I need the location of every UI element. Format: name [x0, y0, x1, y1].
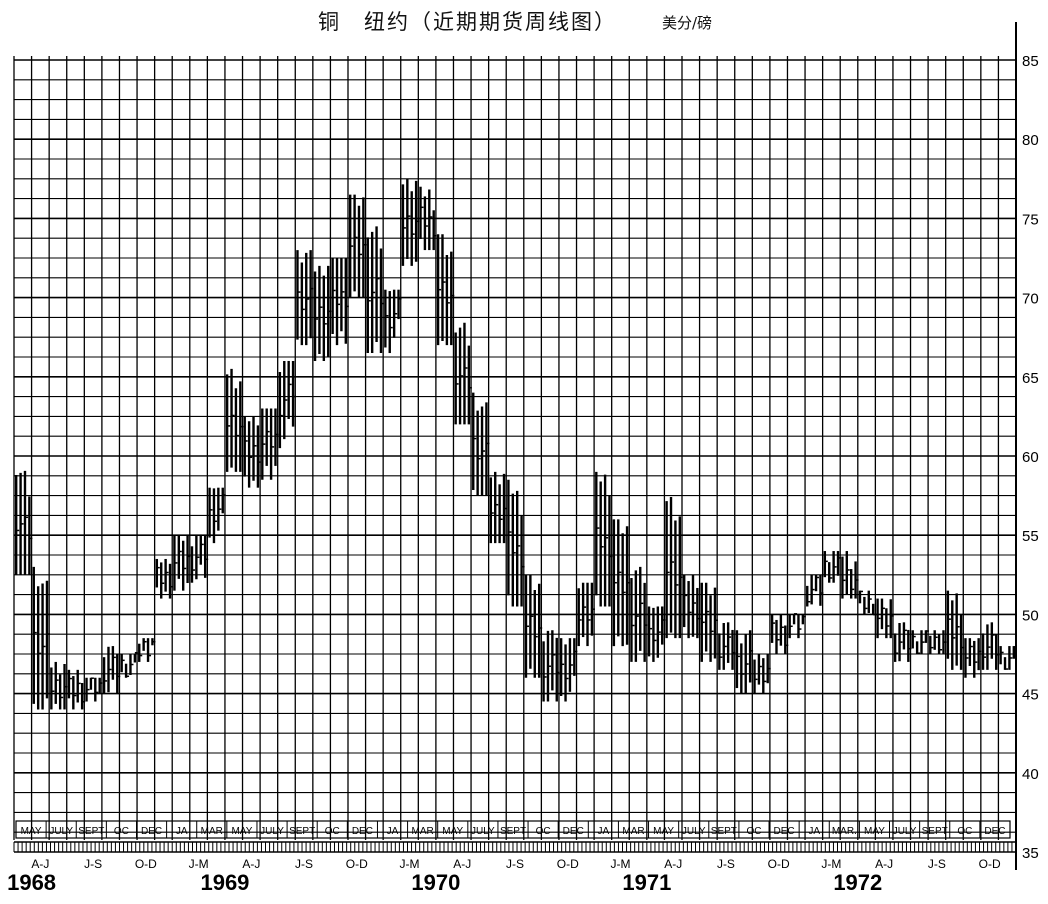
quarter-label: A-J: [875, 857, 893, 871]
minor-ticks: [13, 841, 1017, 852]
chart-title-area: 铜 纽约（近期期货周线图） 美分/磅: [0, 6, 1048, 36]
quarter-label: J-S: [717, 857, 735, 871]
contract-month-label: DEC: [984, 826, 1005, 837]
contract-month-label: OC: [114, 826, 129, 837]
quarter-label: O-D: [135, 857, 157, 871]
quarter-label: J-S: [84, 857, 102, 871]
quarter-label: J-M: [400, 857, 420, 871]
contract-month-label: DEC: [774, 826, 795, 837]
contract-month-label: MAR.: [832, 826, 857, 837]
year-labels: 1968 1969 1970 1971 1972: [7, 870, 882, 895]
contract-month-strip: MAY JULY SEPT OC DEC JA MAR MAY JULY SEPT OC DEC JA M…: [15, 820, 1011, 839]
contract-month-label: MAY: [653, 826, 674, 837]
y-tick-label: 70: [1022, 291, 1039, 308]
price-bars: [14, 178, 1017, 710]
contract-month-label: SEPT: [922, 826, 948, 837]
quarter-label: O-D: [768, 857, 790, 871]
contract-month-label: JA: [598, 826, 610, 837]
contract-month-label: JULY: [49, 826, 73, 837]
contract-month-label: DEC: [563, 826, 584, 837]
quarter-label: J-S: [506, 857, 524, 871]
quarter-label: O-D: [557, 857, 579, 871]
y-tick-label: 75: [1022, 211, 1039, 228]
contract-month-label: OC: [536, 826, 551, 837]
y-tick-label: 45: [1022, 687, 1039, 704]
chart-title: 铜 纽约（近期期货周线图）: [318, 10, 617, 34]
y-tick-label: 35: [1022, 845, 1039, 862]
quarter-labels: A-J J-S O-D J-M A-J J-S O-D J-M A-J J-S O-D J-M A-J J…: [31, 857, 1001, 871]
contract-month-label: MAY: [21, 826, 42, 837]
quarter-label: A-J: [31, 857, 49, 871]
y-tick-label: 65: [1022, 370, 1039, 387]
unit-label: 美分/磅: [662, 14, 713, 32]
y-tick-label: 55: [1022, 528, 1039, 545]
contract-month-label: OC: [746, 826, 761, 837]
contract-month-label: JULY: [471, 826, 495, 837]
contract-month-label: SEPT: [711, 826, 737, 837]
contract-month-label: MAR: [412, 826, 434, 837]
year-label: 1969: [200, 870, 249, 895]
grid-lines: [13, 22, 1017, 870]
y-tick-label: 60: [1022, 449, 1039, 466]
y-tick-label: 50: [1022, 607, 1039, 624]
y-tick-label: 85: [1022, 53, 1039, 70]
contract-month-label: MAY: [864, 826, 885, 837]
contract-month-label: JA: [808, 826, 820, 837]
contract-month-label: DEC: [141, 826, 162, 837]
quarter-label: A-J: [242, 857, 260, 871]
contract-month-label: SEPT: [78, 826, 104, 837]
quarter-label: A-J: [453, 857, 471, 871]
contract-month-label: OC: [325, 826, 340, 837]
contract-month-label: JULY: [893, 826, 917, 837]
quarter-label: J-M: [610, 857, 630, 871]
contract-month-label: OC: [957, 826, 972, 837]
contract-month-label: DEC: [352, 826, 373, 837]
year-label: 1972: [833, 870, 882, 895]
contract-month-label: MAR: [622, 826, 644, 837]
y-tick-label: 80: [1022, 132, 1039, 149]
y-tick-label: 40: [1022, 766, 1039, 783]
contract-month-label: SEPT: [500, 826, 526, 837]
contract-month-label: JULY: [260, 826, 284, 837]
contract-month-label: JA: [176, 826, 188, 837]
year-label: 1970: [411, 870, 460, 895]
contract-month-label: SEPT: [289, 826, 315, 837]
quarter-label: J-S: [295, 857, 313, 871]
quarter-label: O-D: [979, 857, 1001, 871]
contract-month-label: MAY: [442, 826, 463, 837]
contract-month-label: MAY: [231, 826, 252, 837]
quarter-label: J-M: [821, 857, 841, 871]
contract-month-label: MAR: [201, 826, 223, 837]
quarter-label: J-M: [189, 857, 209, 871]
contract-month-label: JULY: [682, 826, 706, 837]
quarter-label: J-S: [928, 857, 946, 871]
year-label: 1968: [7, 870, 56, 895]
y-axis-ticks: 35 40 45 50 55 60 65 70 75 80 85: [1022, 53, 1039, 862]
quarter-label: A-J: [664, 857, 682, 871]
year-label: 1971: [622, 870, 671, 895]
contract-month-label: JA: [387, 826, 399, 837]
quarter-label: O-D: [346, 857, 368, 871]
